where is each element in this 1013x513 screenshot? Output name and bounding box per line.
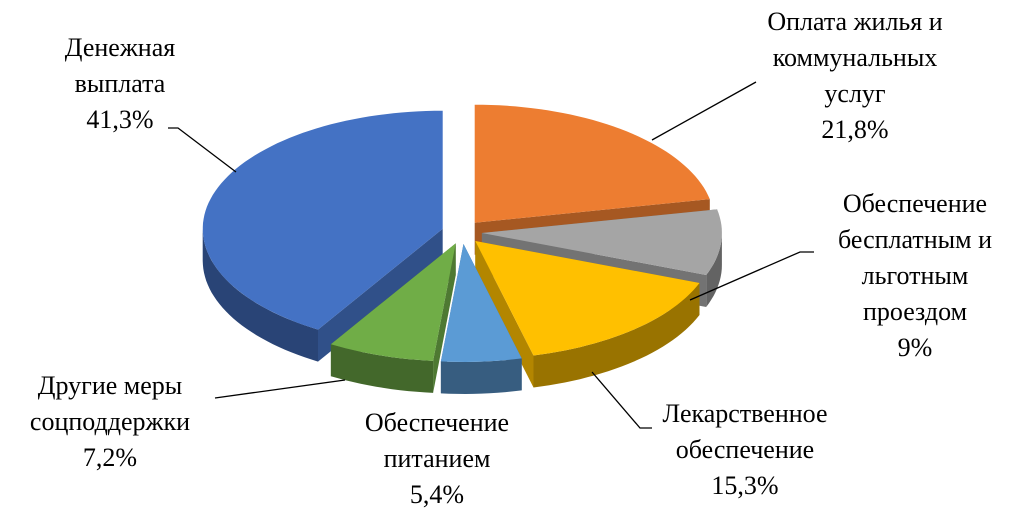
value-label: 41,3%	[86, 105, 154, 134]
slice-side	[440, 358, 522, 394]
slice-side	[330, 344, 434, 393]
category-label: Другие меры соцподдержки	[29, 371, 191, 436]
leader-line	[168, 127, 237, 173]
leader-lines	[168, 81, 814, 429]
slice-label: Обеспечение бесплатным и льготным проезд…	[838, 186, 992, 366]
value-label: 9%	[897, 333, 933, 362]
slice-side	[202, 228, 318, 362]
slice-side	[318, 228, 443, 362]
slice-side	[433, 243, 456, 393]
category-label: Обеспечение бесплатным и льготным проезд…	[838, 189, 992, 326]
slice-side	[533, 283, 700, 388]
leader-line	[651, 81, 757, 141]
leader-line	[214, 379, 346, 399]
value-label: 5,4%	[409, 480, 465, 509]
leader-line	[591, 371, 652, 429]
category-label: Оплата жилья и коммунальных услуг	[767, 7, 943, 108]
value-label: 15,3%	[711, 471, 779, 500]
category-label: Денежная выплата	[64, 33, 176, 98]
slices	[202, 104, 722, 394]
slice	[481, 209, 722, 275]
slice	[202, 110, 443, 330]
slice-label: Лекарственное обеспечение 15,3%	[662, 396, 827, 504]
slice	[475, 241, 700, 356]
leader-line	[689, 251, 814, 301]
value-label: 7,2%	[82, 443, 138, 472]
slice	[330, 243, 456, 361]
category-label: Обеспечение питанием	[364, 408, 510, 473]
slice-label: Оплата жилья и коммунальных услуг 21,8%	[767, 4, 942, 148]
slice	[440, 244, 522, 362]
slice-label: Другие меры соцподдержки 7,2%	[30, 368, 190, 476]
category-label: Лекарственное обеспечение	[662, 399, 828, 464]
slice-label: Обеспечение питанием 5,4%	[365, 405, 509, 513]
slice-side	[706, 233, 722, 307]
slice	[474, 104, 710, 223]
value-label: 21,8%	[821, 115, 889, 144]
slice-label: Денежная выплата 41,3%	[65, 30, 175, 138]
slice-side	[475, 241, 534, 388]
